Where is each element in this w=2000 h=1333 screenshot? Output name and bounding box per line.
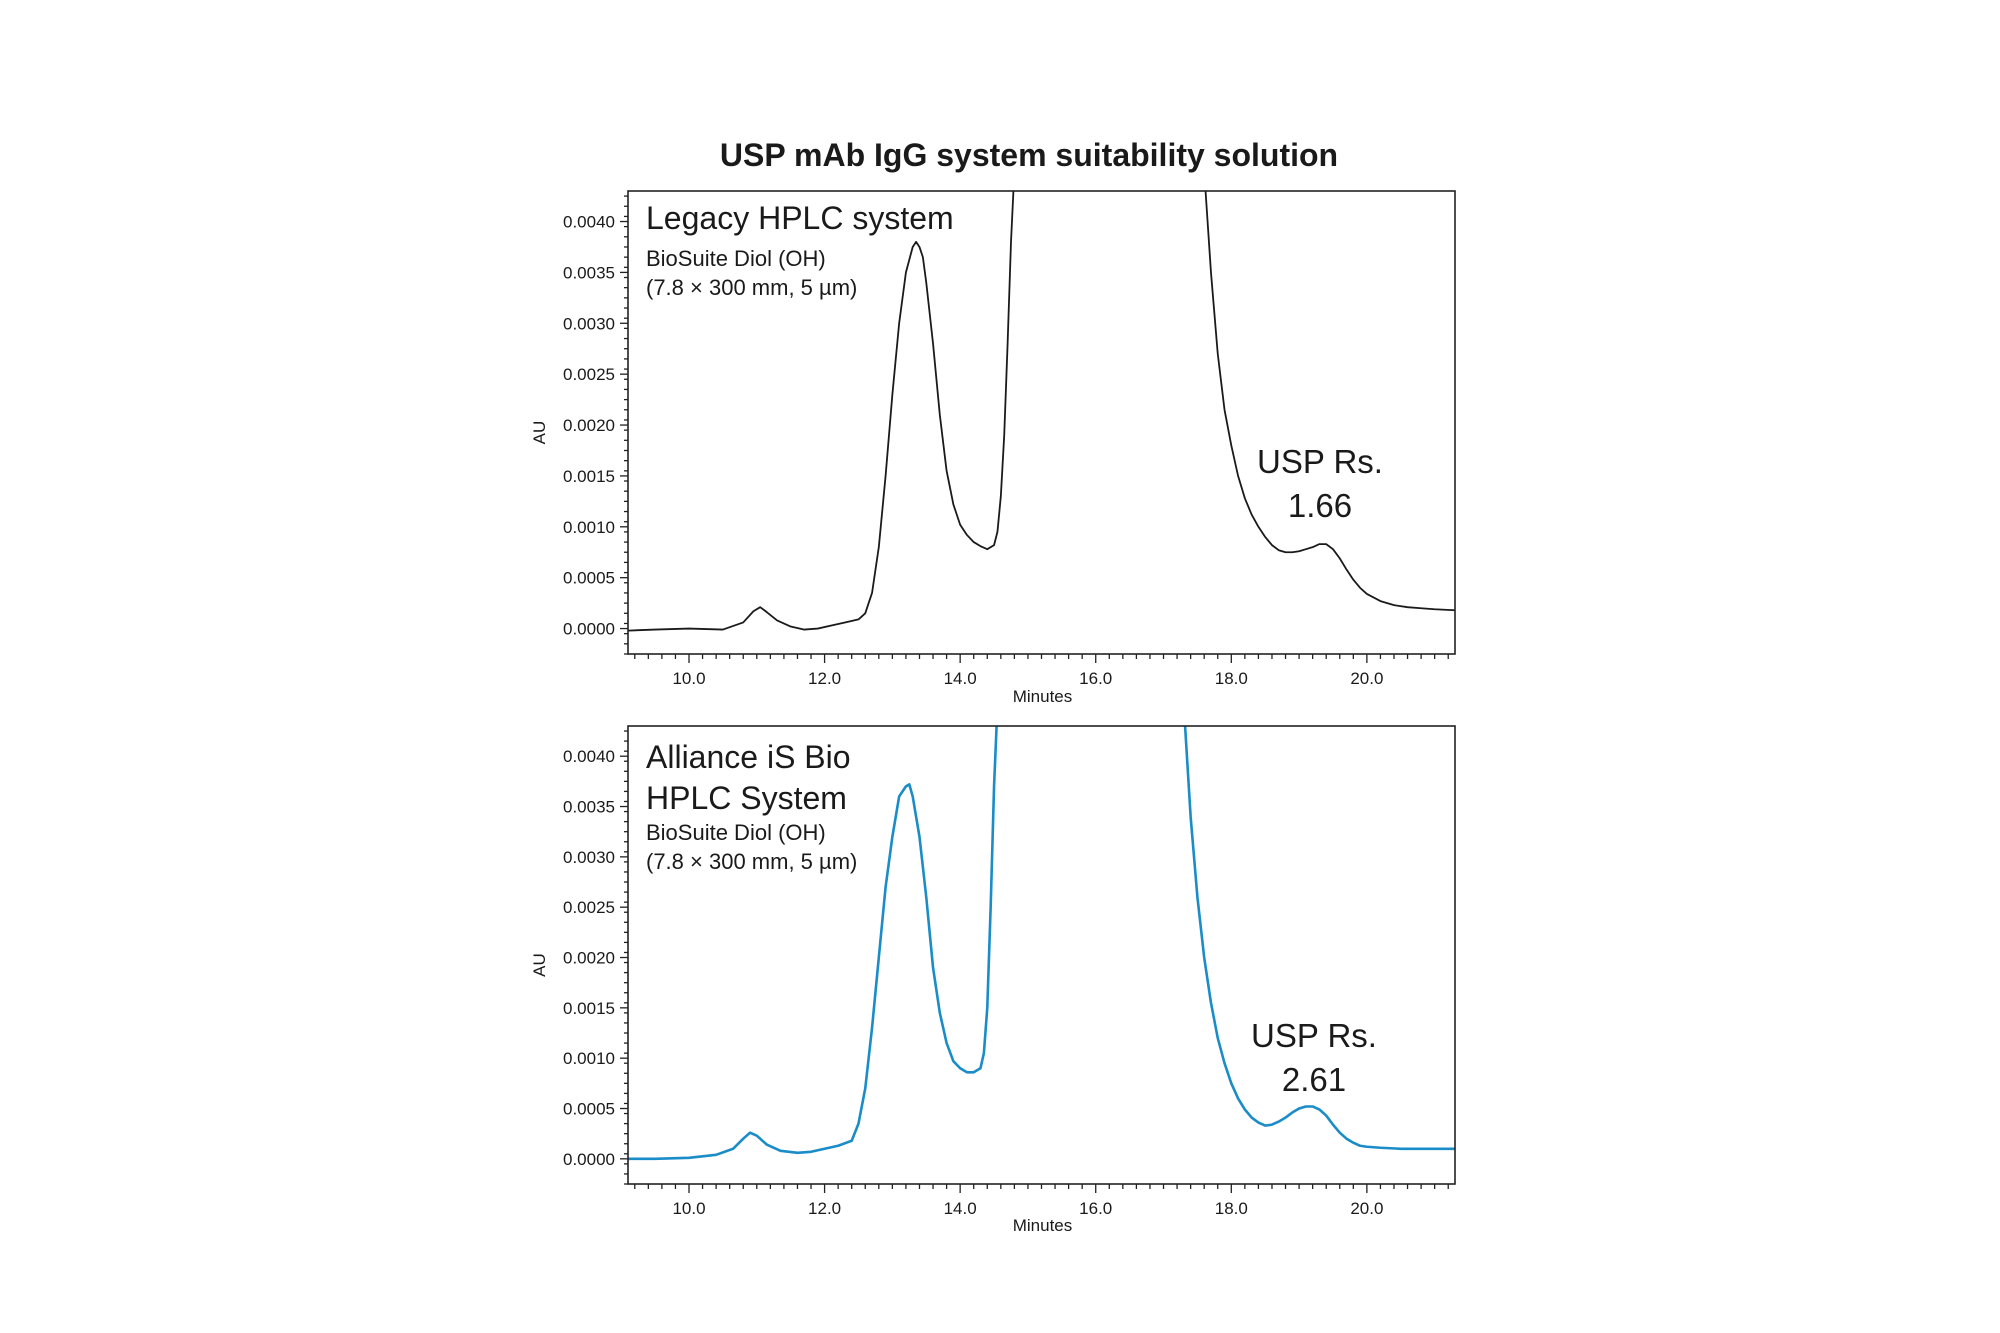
resolution-annotation: 1.66 xyxy=(1288,487,1352,524)
y-tick-label: 0.0020 xyxy=(563,416,615,435)
x-tick-label: 16.0 xyxy=(1079,669,1112,688)
y-tick-label: 0.0010 xyxy=(563,1049,615,1068)
panel-alliance-is-bio: 0.0000 0.0005 0.0010 0.0015 0.0020 0.0025 0.00… xyxy=(530,725,1456,1235)
y-tick-label: 0.0035 xyxy=(563,798,615,817)
x-axis-label: Minutes xyxy=(1013,687,1073,706)
y-tick-label: 0.0005 xyxy=(563,1100,615,1119)
resolution-annotation: USP Rs. xyxy=(1251,1017,1377,1054)
x-tick-label: 18.0 xyxy=(1215,669,1248,688)
resolution-annotation: USP Rs. xyxy=(1257,443,1383,480)
column-description: BioSuite Diol (OH) xyxy=(646,246,826,271)
y-tick-label: 0.0000 xyxy=(563,620,615,639)
x-tick-label: 10.0 xyxy=(672,1199,705,1218)
panel-title: Alliance iS Bio xyxy=(646,739,851,775)
x-tick-label: 14.0 xyxy=(944,1199,977,1218)
y-tick-label: 0.0030 xyxy=(563,848,615,867)
y-tick-label: 0.0040 xyxy=(563,213,615,232)
y-tick-label: 0.0000 xyxy=(563,1150,615,1169)
x-tick-label: 12.0 xyxy=(808,1199,841,1218)
x-tick-label: 14.0 xyxy=(944,669,977,688)
y-tick-label: 0.0010 xyxy=(563,518,615,537)
y-tick-label: 0.0040 xyxy=(563,747,615,766)
panel-legacy-hplc: 0.0000 0.0005 0.0010 0.0015 0.0020 0.0025 0.00… xyxy=(530,190,1456,706)
y-tick-label: 0.0015 xyxy=(563,467,615,486)
y-tick-label: 0.0015 xyxy=(563,999,615,1018)
panel-title: HPLC System xyxy=(646,780,847,816)
y-tick-label: 0.0025 xyxy=(563,365,615,384)
column-description: (7.8 × 300 mm, 5 µm) xyxy=(646,849,857,874)
x-axis-label: Minutes xyxy=(1013,1216,1073,1235)
y-axis-label: AU xyxy=(530,953,549,977)
x-tick-label: 20.0 xyxy=(1350,1199,1383,1218)
chromatogram-trace xyxy=(628,726,1455,1161)
y-tick-label: 0.0035 xyxy=(563,263,615,282)
x-tick-label: 12.0 xyxy=(808,669,841,688)
x-tick-label: 16.0 xyxy=(1079,1199,1112,1218)
x-tick-label: 20.0 xyxy=(1350,669,1383,688)
column-description: BioSuite Diol (OH) xyxy=(646,820,826,845)
panel-title: Legacy HPLC system xyxy=(646,200,954,236)
y-tick-label: 0.0020 xyxy=(563,949,615,968)
resolution-annotation: 2.61 xyxy=(1282,1061,1346,1098)
y-tick-label: 0.0025 xyxy=(563,898,615,917)
figure-title: USP mAb IgG system suitability solution xyxy=(720,137,1338,173)
chromatogram-trace xyxy=(628,191,1455,632)
x-tick-label: 10.0 xyxy=(672,669,705,688)
y-tick-label: 0.0005 xyxy=(563,569,615,588)
column-description: (7.8 × 300 mm, 5 µm) xyxy=(646,275,857,300)
y-tick-label: 0.0030 xyxy=(563,314,615,333)
x-tick-label: 18.0 xyxy=(1215,1199,1248,1218)
y-axis-label: AU xyxy=(530,421,549,445)
